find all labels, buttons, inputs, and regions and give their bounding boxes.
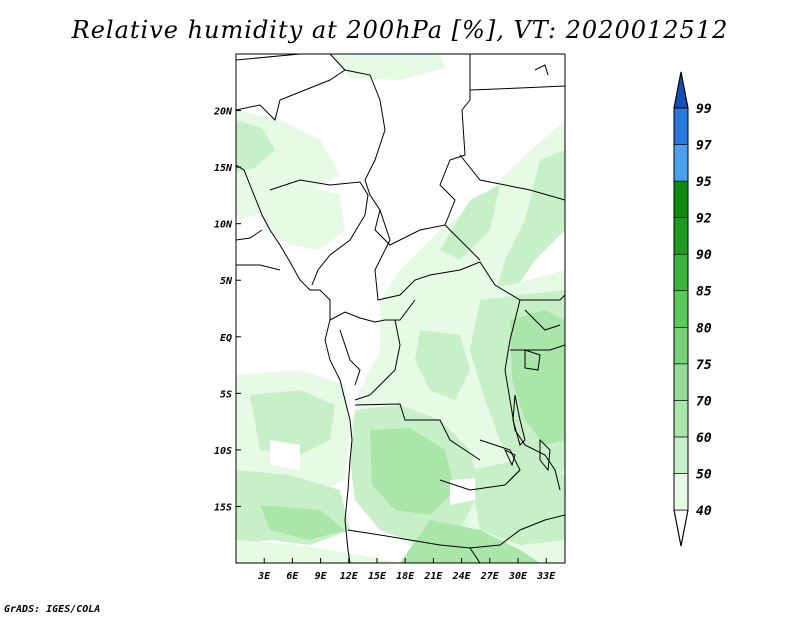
colorbar-swatch (673, 144, 689, 182)
colorbar-level-label: 99 (696, 102, 712, 117)
colorbar: 40 50 60 70 75 80 85 90 92 95 97 99 (673, 71, 712, 547)
lat-tick-label: 15N (214, 163, 233, 174)
colorbar-outline (673, 71, 689, 547)
lat-tick-label: EQ (220, 333, 232, 344)
map-title: Relative humidity at 200hPa [%], VT: 202… (71, 16, 729, 44)
colorbar-level-label: 85 (696, 285, 712, 300)
longitude-axis: 3E 6E 9E 12E 15E 18E 21E 24E 27E 30E 33E (257, 558, 556, 582)
lon-tick-label: 33E (536, 571, 556, 582)
colorbar-level-label: 80 (696, 321, 712, 336)
colorbar-level-label: 40 (696, 504, 712, 519)
lat-tick-label: 5N (220, 276, 233, 287)
lon-tick-label: 15E (368, 571, 387, 582)
colorbar-swatch (673, 400, 689, 438)
coastlines-borders (236, 54, 565, 563)
colorbar-swatch (673, 290, 689, 328)
lat-tick-label: 20N (213, 107, 233, 118)
lon-tick-label: 6E (286, 571, 299, 582)
lat-tick-label: 5S (220, 389, 232, 400)
colorbar-swatch (673, 436, 689, 474)
colorbar-level-label: 95 (696, 175, 712, 190)
colorbar-swatch (673, 180, 689, 218)
colorbar-swatch (673, 326, 689, 365)
latitude-axis: 20N 15N 10N 5N EQ 5S 10S 15S (213, 107, 241, 513)
colorbar-swatch (673, 107, 689, 145)
credit-text: GrADS: IGES/COLA (4, 604, 101, 615)
lon-tick-label: 27E (480, 571, 500, 582)
colorbar-max-triangle (673, 71, 689, 109)
lon-tick-label: 21E (423, 571, 443, 582)
colorbar-level-label: 50 (696, 467, 712, 482)
lat-tick-label: 15S (214, 502, 232, 513)
colorbar-swatch (673, 363, 689, 401)
colorbar-level-label: 90 (696, 248, 712, 263)
map-frame (235, 53, 566, 564)
colorbar-level-label: 75 (696, 358, 712, 373)
lon-tick-label: 18E (396, 571, 415, 582)
colorbar-level-label: 60 (696, 431, 712, 446)
colorbar-swatch (673, 473, 689, 511)
colorbar-level-label: 92 (696, 212, 712, 227)
colorbar-min-triangle (673, 509, 689, 547)
lon-tick-label: 3E (257, 571, 271, 582)
lon-tick-label: 12E (340, 571, 359, 582)
colorbar-level-label: 97 (696, 139, 712, 154)
lon-tick-label: 30E (508, 571, 528, 582)
lon-tick-label: 24E (452, 571, 472, 582)
colorbar-swatch (673, 253, 689, 292)
lat-tick-label: 10S (214, 446, 232, 457)
lon-tick-label: 9E (315, 571, 328, 582)
humidity-field (236, 54, 565, 563)
colorbar-swatch (673, 217, 689, 255)
colorbar-level-label: 70 (696, 394, 712, 409)
lat-tick-label: 10N (214, 220, 233, 231)
